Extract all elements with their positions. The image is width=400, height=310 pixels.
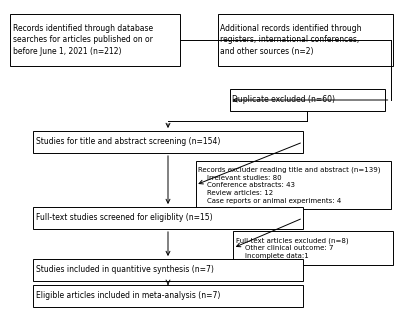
Bar	[196, 161, 390, 209]
Text: Eligible articles included in meta-analysis (n=7): Eligible articles included in meta-analy…	[36, 291, 220, 300]
Text: Studies included in quantitive synthesis (n=7): Studies included in quantitive synthesis…	[36, 265, 214, 274]
Text: Studies for title and abstract screening (n=154): Studies for title and abstract screening…	[36, 138, 220, 147]
Text: Duplicate excluded (n=60): Duplicate excluded (n=60)	[232, 95, 336, 104]
Bar	[233, 231, 393, 265]
Bar	[230, 89, 384, 111]
Text: Additional records identified through
registers, international conferences,
and : Additional records identified through re…	[220, 24, 362, 56]
Text: Records identified through database
searches for articles published on or
before: Records identified through database sear…	[13, 24, 153, 56]
Text: Records excluder reading title and abstract (n=139)
    Irrelevant studies: 80
 : Records excluder reading title and abstr…	[198, 166, 381, 204]
Bar	[33, 131, 303, 153]
Bar	[218, 14, 392, 66]
Bar	[33, 259, 303, 281]
Bar	[10, 14, 180, 66]
Bar	[33, 207, 303, 229]
Bar	[33, 285, 303, 307]
Text: Full-text studies screened for eligiblity (n=15): Full-text studies screened for eligiblit…	[36, 214, 213, 223]
Text: Full-text articles excluded (n=8)
    Other clinical outcome: 7
    Incomplete d: Full-text articles excluded (n=8) Other …	[236, 237, 349, 259]
